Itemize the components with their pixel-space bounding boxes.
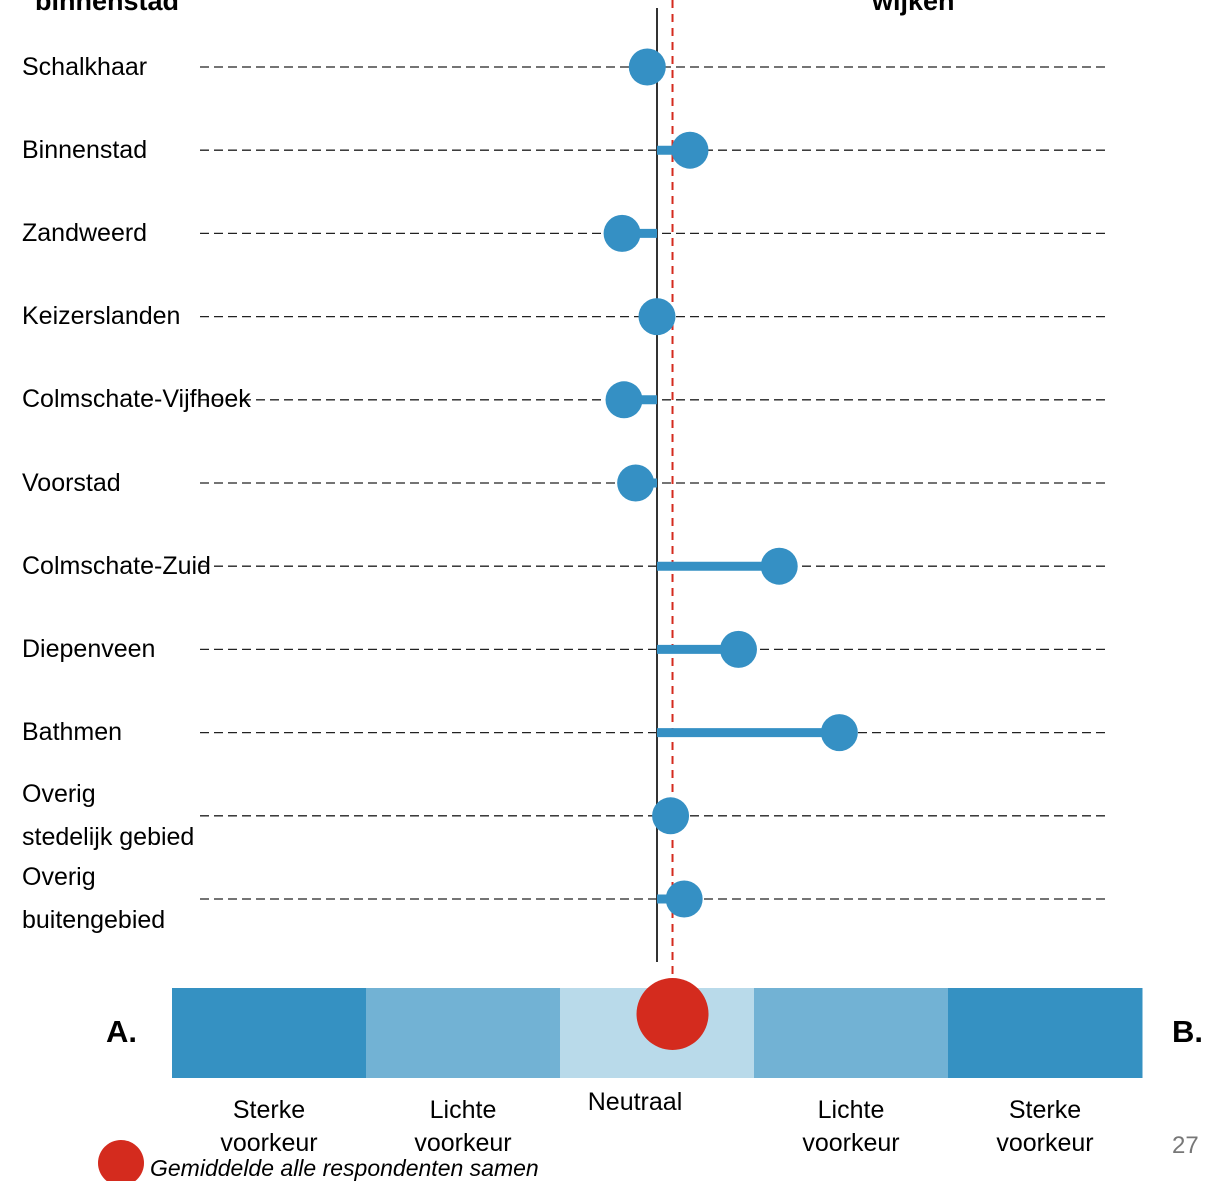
lollipop-dot <box>605 381 643 419</box>
scale-segment <box>172 988 367 1078</box>
category-label: Binnenstad <box>22 135 148 164</box>
scale-label: Neutraal <box>587 1088 683 1116</box>
title-left: binnenstad <box>35 0 180 16</box>
scale-segment <box>948 988 1143 1078</box>
scale-label: Lichte voorkeur <box>414 1096 512 1157</box>
category-label: Colmschate-Vijfhoek <box>22 385 251 414</box>
lollipop-dot <box>665 880 703 918</box>
category-label: Diepenveen <box>22 634 156 663</box>
lollipop-dot <box>652 797 690 835</box>
end-label-left: A. <box>106 1014 137 1049</box>
category-label: Bathmen <box>22 718 123 747</box>
scale-segment <box>754 988 949 1078</box>
category-label: Zandweerd <box>22 218 148 247</box>
scale-label: Lichte voorkeur <box>802 1096 900 1157</box>
category-label: Overig stedelijk gebied <box>22 779 195 851</box>
scale-segment <box>366 988 561 1078</box>
category-label: Colmschate-Zuid <box>22 551 211 580</box>
category-label: Keizerslanden <box>22 302 181 331</box>
end-label-right: B. <box>1172 1014 1203 1049</box>
mean-dot <box>636 978 709 1050</box>
lollipop-dot <box>760 547 798 585</box>
legend-swatch <box>98 1140 144 1181</box>
lollipop-dot <box>603 214 641 252</box>
lollipop-dot <box>671 131 709 169</box>
lollipop-dot <box>638 298 676 336</box>
scale-label: Sterke voorkeur <box>996 1096 1094 1157</box>
scale-label: Sterke voorkeur <box>220 1096 318 1157</box>
category-label: Overig buitengebied <box>22 863 166 934</box>
title-right: wijken <box>872 0 955 16</box>
lollipop-dot <box>617 464 655 502</box>
lollipop-dot <box>719 630 757 668</box>
page-number: 27 <box>1172 1132 1199 1159</box>
lollipop-dot <box>820 714 858 752</box>
category-label: Voorstad <box>22 468 121 497</box>
legend-label: Gemiddelde alle respondenten samen <box>150 1155 539 1181</box>
lollipop-dot <box>628 48 666 86</box>
category-label: Schalkhaar <box>22 52 148 81</box>
